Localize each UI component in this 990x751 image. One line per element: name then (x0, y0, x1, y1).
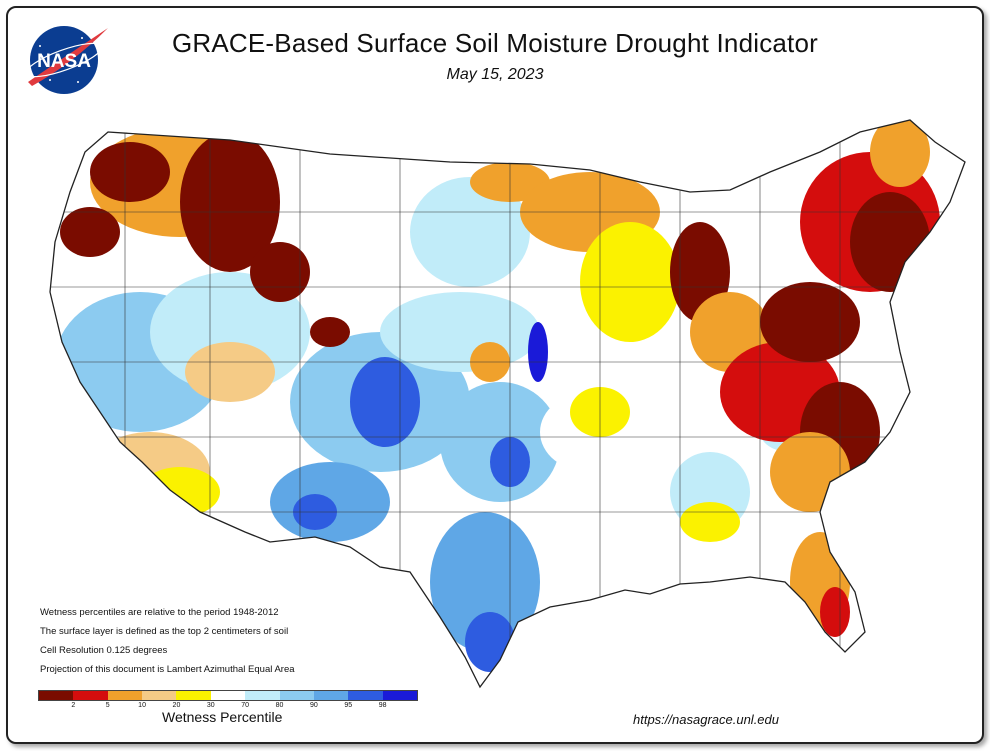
legend-swatch (73, 691, 108, 700)
legend-swatch (313, 691, 349, 700)
nasa-logo: NASA (25, 26, 108, 94)
legend-tick-label: 10 (138, 702, 146, 709)
map-date: May 15, 2023 (446, 66, 544, 83)
us-drought-map (49, 119, 966, 688)
legend-swatch (279, 691, 314, 700)
map-notes: Wetness percentiles are relative to the … (40, 603, 295, 679)
legend-swatch (348, 691, 383, 700)
note-period: Wetness percentiles are relative to the … (40, 607, 279, 618)
legend-tick-label: 70 (241, 702, 250, 709)
note-surface-layer: The surface layer is defined as the top … (40, 626, 289, 637)
legend-swatch (142, 691, 177, 700)
legend-tick-label: 30 (206, 702, 215, 709)
legend-swatch (245, 691, 280, 700)
legend-tick-label: 20 (172, 702, 181, 709)
legend-tick-label: 90 (310, 702, 318, 709)
legend-swatch (176, 691, 211, 700)
legend-tick-label: 2 (71, 702, 76, 709)
legend-swatch (107, 691, 143, 700)
legend-swatch (210, 691, 246, 700)
legend-tick-label: 80 (275, 702, 284, 709)
legend-swatch (382, 691, 417, 700)
legend-tick-label: 98 (378, 702, 387, 709)
legend-title: Wetness Percentile (162, 709, 283, 725)
legend-tick-label: 95 (344, 702, 353, 709)
legend-tick-label: 5 (105, 702, 110, 709)
page-title: GRACE-Based Surface Soil Moisture Drough… (171, 28, 819, 58)
legend-swatch (39, 691, 74, 700)
legend-color-bar (38, 690, 418, 701)
wetness-legend: 2 5 10 20 30 70 80 90 95 98 Wetness Percentile (38, 690, 418, 730)
source-url[interactable]: https://nasagrace.unl.edu (633, 712, 779, 727)
nasa-logo-text: NASA (37, 51, 91, 72)
note-cell-resolution: Cell Resolution 0.125 degrees (40, 645, 168, 656)
note-projection: Projection of this document is Lambert A… (40, 664, 295, 675)
